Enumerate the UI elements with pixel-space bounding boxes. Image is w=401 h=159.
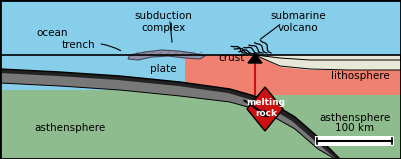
Text: ocean: ocean [36, 28, 68, 38]
Polygon shape [185, 55, 401, 95]
Text: asthensphere: asthensphere [34, 123, 105, 133]
Text: asthensphere: asthensphere [319, 113, 391, 123]
Text: subduction
complex: subduction complex [134, 11, 192, 33]
Polygon shape [315, 136, 394, 146]
Text: plate: plate [150, 64, 176, 74]
Polygon shape [247, 87, 283, 131]
Text: crust: crust [219, 53, 245, 63]
Text: submarine
volcano: submarine volcano [270, 11, 326, 33]
Polygon shape [0, 90, 401, 159]
Text: lithosphere: lithosphere [331, 71, 389, 81]
Polygon shape [248, 54, 262, 63]
Text: melting
rock: melting rock [247, 98, 286, 118]
Polygon shape [255, 55, 401, 70]
Polygon shape [0, 69, 340, 159]
Polygon shape [0, 69, 340, 159]
Polygon shape [185, 95, 401, 159]
Text: 100 km: 100 km [335, 123, 374, 133]
Polygon shape [128, 50, 205, 60]
Polygon shape [255, 55, 401, 70]
Text: trench: trench [62, 40, 121, 51]
